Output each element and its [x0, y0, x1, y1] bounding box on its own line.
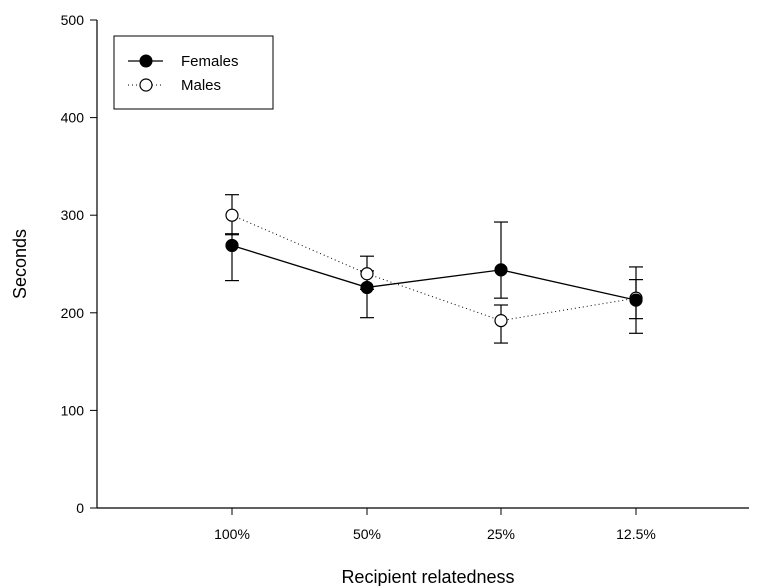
legend-males-label: Males	[181, 77, 221, 94]
legend-males-marker	[139, 78, 153, 92]
x-axis-label: Recipient relatedness	[341, 567, 514, 586]
data-point-females	[494, 263, 508, 277]
data-point-females	[360, 280, 374, 295]
y-ticks: 0 100 200 300 400 500	[61, 12, 97, 516]
axes	[96, 20, 749, 509]
y-tick-label: 200	[61, 305, 85, 321]
y-tick-label: 300	[61, 207, 85, 223]
legend-box	[113, 35, 274, 110]
data-point-males	[494, 314, 508, 328]
data-point-females	[225, 238, 239, 253]
legend-females-label: Females	[181, 53, 239, 70]
series-line-females	[231, 244, 637, 301]
data-point-males	[225, 208, 239, 222]
series-line-males	[231, 214, 637, 322]
y-tick-label: 0	[76, 500, 84, 516]
data-point-males	[360, 267, 374, 281]
y-axis-label: Seconds	[10, 229, 30, 299]
x-tick-label: 25%	[487, 526, 515, 542]
y-tick-label: 100	[61, 402, 85, 418]
x-tick-label: 50%	[353, 526, 381, 542]
x-ticks: 100% 50% 25% 12.5%	[214, 508, 656, 542]
data-point-females	[629, 293, 643, 307]
y-tick-label: 400	[61, 110, 85, 126]
series-layer	[225, 194, 643, 344]
legend-females-marker	[139, 54, 153, 68]
x-tick-label: 100%	[214, 526, 250, 542]
y-tick-label: 500	[61, 12, 85, 28]
legend: Females Males	[113, 35, 274, 110]
x-tick-label: 12.5%	[616, 526, 656, 542]
